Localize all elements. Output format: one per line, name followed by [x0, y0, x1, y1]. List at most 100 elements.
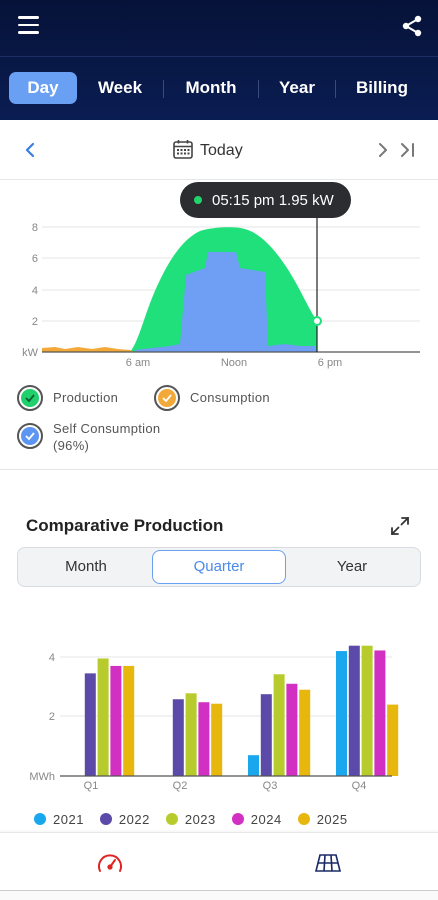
bar-2023-Q2[interactable] [185, 693, 197, 776]
consumption-area [42, 347, 135, 352]
hamburger-icon[interactable] [18, 16, 42, 38]
bar-2025-Q2[interactable] [211, 703, 223, 776]
tab-month[interactable]: Month [185, 78, 237, 97]
x-tick-label: Q2 [173, 780, 188, 792]
bar-2025-Q1[interactable] [123, 665, 135, 776]
tab-week[interactable]: Week [97, 78, 143, 97]
bar-2023-Q4[interactable] [361, 645, 373, 776]
day-power-chart: 8 6 4 2 kW 6 am Noon 6 pm [22, 218, 420, 369]
solar-panel-icon[interactable] [314, 851, 342, 877]
bar-2021-Q3[interactable] [248, 755, 259, 776]
segment-year[interactable]: Year [336, 558, 368, 575]
bottom-navigation [0, 832, 438, 900]
y-unit-label: MWh [29, 771, 55, 783]
bar-2023-Q1[interactable] [97, 658, 109, 776]
date-navigator: Today [0, 120, 438, 180]
legend-item-2023[interactable]: 2023 [165, 810, 216, 828]
check-circle-icon [154, 385, 180, 411]
y-tick-label: 4 [49, 652, 55, 664]
legend-dot [297, 813, 310, 825]
legend-label: 2025 [316, 811, 348, 827]
chevron-right-icon[interactable] [373, 140, 393, 160]
date-label: Today [200, 142, 243, 159]
share-icon[interactable] [400, 14, 424, 38]
bar-2021-Q4[interactable] [336, 651, 347, 776]
tab-billing[interactable]: Billing [356, 78, 408, 97]
date-picker[interactable]: Today [172, 139, 243, 163]
x-tick-label: Q1 [84, 780, 99, 792]
y-tick-label: 8 [32, 222, 38, 234]
legend-label: 2022 [118, 811, 150, 827]
legend-item-production[interactable]: Production [17, 385, 118, 411]
tab-separator [335, 80, 336, 98]
y-unit-label: kW [22, 347, 39, 359]
legend-label: 2024 [250, 811, 282, 827]
legend-dot [99, 813, 112, 825]
day-chart-legend: Production Consumption Self Consumption … [0, 380, 438, 470]
tab-separator [258, 80, 259, 98]
system-bottom-edge [0, 890, 438, 900]
legend-dot [34, 813, 46, 825]
y-tick-label: 2 [32, 316, 38, 328]
legend-label-group: Self Consumption (96%) [53, 420, 160, 454]
legend-label: 2021 [53, 811, 84, 827]
legend-label: 2023 [184, 811, 216, 827]
legend-item-2025[interactable]: 2025 [297, 810, 348, 828]
quarterly-chart-legend: 2021 2022 2023 2024 2025 [34, 810, 414, 828]
gauge-icon[interactable] [96, 851, 124, 877]
tooltip-text: 05:15 pm 1.95 kW [212, 191, 334, 209]
bar-2022-Q4[interactable] [348, 645, 360, 776]
check-circle-icon [17, 385, 43, 411]
tab-separator [163, 80, 164, 98]
check-circle-icon [17, 423, 43, 449]
legend-sublabel: (96%) [53, 438, 90, 453]
bar-2022-Q1[interactable] [84, 673, 96, 776]
comparison-period-toggle: Month Quarter Year [17, 547, 421, 587]
quarterly-production-chart: 4 2 MWh Q1 Q2 Q3 Q4 [29, 645, 399, 792]
chart-tooltip: 05:15 pm 1.95 kW [180, 182, 351, 218]
bar-2024-Q2[interactable] [198, 702, 210, 776]
bar-2024-Q3[interactable] [286, 683, 298, 776]
bar-2022-Q3[interactable] [260, 694, 272, 776]
x-tick-label: Q4 [352, 780, 367, 792]
bar-2025-Q4[interactable] [387, 704, 399, 776]
period-tabs: Day Week Month Year Billing [0, 72, 438, 106]
tab-day[interactable]: Day [9, 72, 77, 104]
legend-label: Self Consumption [53, 421, 161, 436]
tooltip-dot [194, 196, 202, 204]
legend-label: Production [53, 390, 119, 405]
legend-dot [165, 813, 178, 825]
y-tick-label: 4 [32, 285, 38, 297]
section-title: Comparative Production [26, 516, 224, 535]
y-tick-label: 2 [49, 711, 55, 723]
legend-item-2024[interactable]: 2024 [231, 810, 282, 828]
chevron-left-icon[interactable] [20, 140, 40, 160]
y-tick-label: 6 [32, 253, 38, 265]
legend-item-self-consumption[interactable]: Self Consumption (96%) [17, 420, 160, 454]
segment-quarter[interactable]: Quarter [152, 550, 286, 584]
tab-year[interactable]: Year [279, 78, 315, 97]
x-tick-label: 6 am [126, 357, 150, 369]
bar-2024-Q4[interactable] [374, 650, 386, 776]
self-consumption-area [135, 252, 317, 352]
expand-icon[interactable] [389, 515, 411, 537]
x-tick-label: 6 pm [318, 357, 342, 369]
legend-label: Consumption [190, 390, 270, 405]
x-tick-label: Q3 [263, 780, 278, 792]
x-tick-label: Noon [221, 357, 247, 369]
legend-item-2022[interactable]: 2022 [99, 810, 150, 828]
calendar-icon [172, 138, 194, 165]
topbar-divider [0, 56, 438, 57]
legend-item-consumption[interactable]: Consumption [154, 385, 270, 411]
bar-2025-Q3[interactable] [299, 689, 311, 776]
skip-to-end-icon[interactable] [397, 140, 419, 160]
bar-2024-Q1[interactable] [110, 665, 122, 776]
bar-2022-Q2[interactable] [172, 699, 184, 776]
bar-2023-Q3[interactable] [273, 674, 285, 776]
legend-dot [231, 813, 244, 825]
segment-month[interactable]: Month [65, 558, 107, 575]
top-bar: Day Week Month Year Billing [0, 0, 438, 120]
legend-item-2021[interactable]: 2021 [34, 810, 84, 828]
cursor-marker [312, 316, 322, 326]
